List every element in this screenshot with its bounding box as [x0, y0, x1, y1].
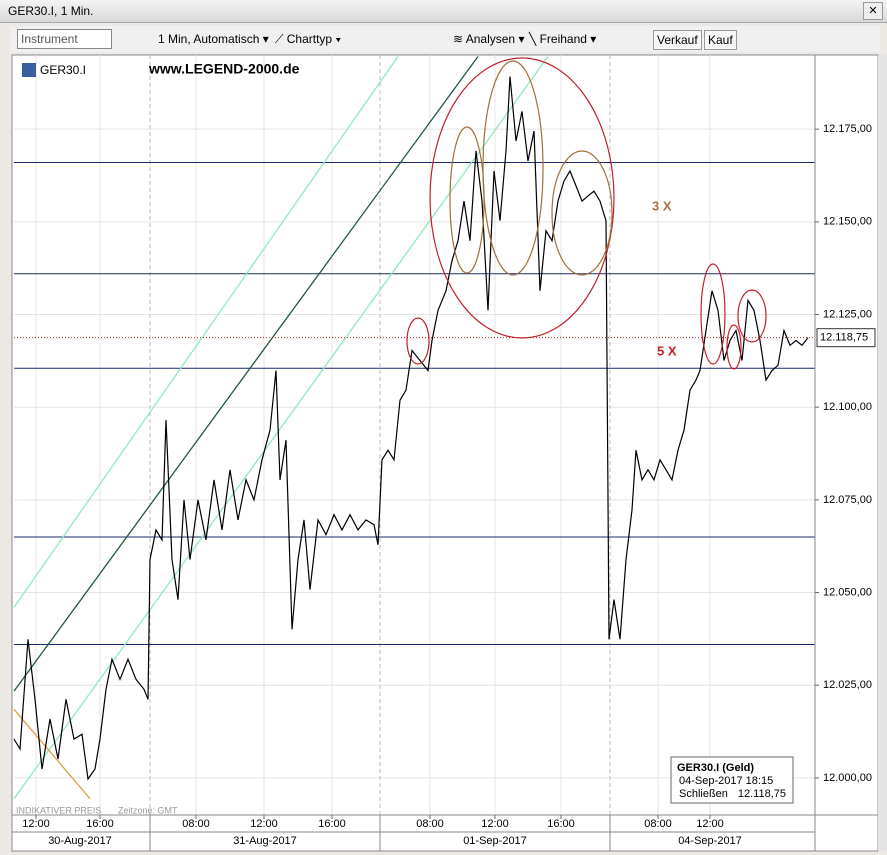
info-datetime: 04-Sep-2017 18:15: [679, 775, 773, 787]
trend-line: [13, 56, 399, 608]
toolbar: Instrument 1 Min, Automatisch ▾ ⟋ Chartt…: [10, 26, 880, 52]
date-label: 30-Aug-2017: [48, 835, 112, 847]
info-value: 12.118,75: [738, 788, 786, 800]
charttype-text: Charttyp: [286, 32, 333, 46]
x-tick-label: 12:00: [250, 818, 278, 830]
annotation: 3 X: [652, 198, 672, 213]
window-title: GER30.I, 1 Min.: [8, 4, 94, 18]
scrollbar: [878, 55, 887, 851]
x-tick-label: 08:00: [182, 818, 210, 830]
y-tick-label: 12.025,00: [823, 679, 872, 691]
trend-line: [13, 56, 479, 692]
info-field: Schließen: [679, 788, 728, 800]
analyses-dropdown[interactable]: ≋ Analysen ▾: [453, 32, 525, 46]
x-tick-label: 16:00: [318, 818, 346, 830]
x-tick-label: 12:00: [696, 818, 724, 830]
drawings: [406, 57, 767, 370]
last-price-label: 12.118,75: [820, 332, 868, 344]
drawn-ellipse: [429, 57, 615, 339]
freehand-text: Freihand: [539, 32, 587, 46]
analyses-text: Analysen: [465, 32, 516, 46]
footer-note: Zeitzone: GMT: [118, 805, 178, 815]
y-tick-label: 12.100,00: [823, 401, 872, 413]
symbol-icon: [22, 63, 36, 77]
x-tick-label: 16:00: [547, 818, 575, 830]
date-label: 31-Aug-2017: [233, 835, 297, 847]
watermark: www.LEGEND-2000.de: [148, 61, 300, 77]
x-tick-label: 12:00: [22, 818, 50, 830]
last-price-box: [816, 328, 876, 348]
drawn-ellipse: [737, 289, 767, 343]
y-tick-label: 12.175,00: [823, 123, 872, 135]
info-box: GER30.I (Geld) 04-Sep-2017 18:15 Schließ…: [670, 756, 794, 804]
drawn-ellipse: [406, 317, 430, 365]
buy-button[interactable]: Kauf: [704, 30, 737, 50]
info-title: GER30.I (Geld): [677, 762, 754, 774]
close-button[interactable]: ✕: [863, 2, 883, 20]
x-tick-label: 08:00: [416, 818, 444, 830]
freehand-dropdown[interactable]: ╲ Freihand ▾: [529, 32, 597, 46]
x-tick-label: 08:00: [644, 818, 672, 830]
trend-line: [13, 56, 549, 800]
instrument-input[interactable]: Instrument: [17, 29, 112, 49]
drawn-ellipse: [482, 60, 544, 276]
sell-button[interactable]: Verkauf: [653, 30, 702, 50]
price-line: [13, 76, 809, 781]
y-tick-label: 12.000,00: [823, 772, 872, 784]
footer-note: INDIKATIVER PREIS: [16, 805, 101, 815]
date-label: 04-Sep-2017: [678, 835, 742, 847]
x-tick-label: 12:00: [481, 818, 509, 830]
drawn-ellipse: [551, 150, 613, 276]
chart-area: [11, 54, 879, 852]
trend-line: [13, 708, 91, 800]
annotation: 5 X: [657, 343, 677, 358]
interval-dropdown[interactable]: 1 Min, Automatisch ▾: [158, 32, 269, 46]
y-tick-label: 12.150,00: [823, 216, 872, 228]
y-tick-label: 12.050,00: [823, 586, 872, 598]
charttype-dropdown[interactable]: ⟋ Charttyp ▾: [275, 32, 342, 46]
drawn-ellipse: [726, 324, 742, 370]
y-tick-label: 12.075,00: [823, 494, 872, 506]
drawn-ellipse: [700, 263, 726, 365]
y-tick-label: 12.125,00: [823, 308, 872, 320]
x-tick-label: 16:00: [86, 818, 114, 830]
info-box-frame: [670, 756, 794, 804]
interval-text: 1 Min, Automatisch: [158, 32, 260, 46]
symbol: GER30.I: [40, 63, 86, 77]
date-label: 01-Sep-2017: [463, 835, 527, 847]
title-bar: GER30.I, 1 Min. ✕: [0, 0, 887, 23]
